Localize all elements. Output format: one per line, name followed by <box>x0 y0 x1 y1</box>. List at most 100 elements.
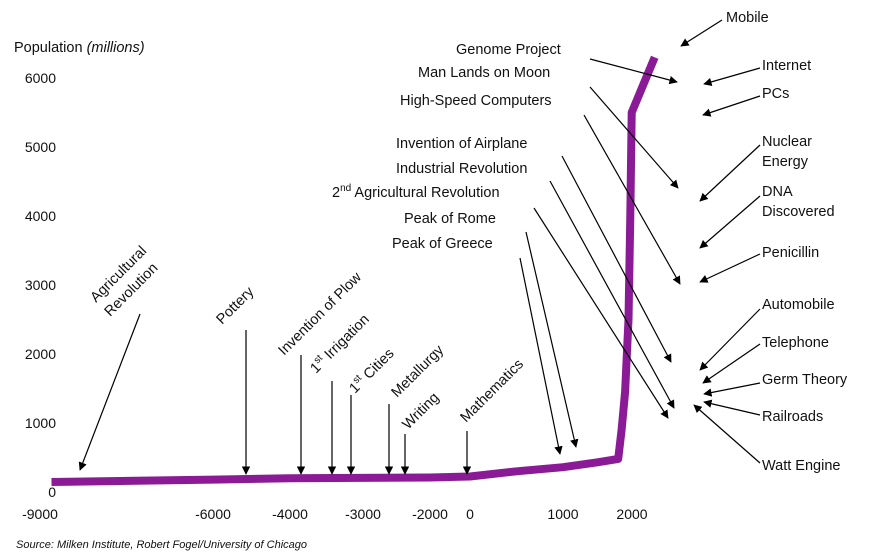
annotation-industrial-revolution: Industrial Revolution <box>396 161 527 177</box>
annotation-arrow <box>699 253 761 283</box>
annotation-label: Telephone <box>762 335 829 351</box>
annotation-label: Railroads <box>762 409 823 425</box>
annotation-label: Industrial Revolution <box>396 161 527 177</box>
annotation-peak-of-greece: Peak of Greece <box>392 236 493 252</box>
y-axis-label: Population <box>14 40 83 56</box>
y-tick-label: 4000 <box>25 208 56 224</box>
annotation-arrow <box>680 19 723 47</box>
annotation-germ-theory: Germ Theory <box>762 372 848 388</box>
y-axis-title: Population (millions) <box>14 40 145 56</box>
annotation-writing: Writing <box>400 390 443 433</box>
annotation-label: Man Lands on Moon <box>418 65 550 81</box>
annotation-label: DNA <box>762 184 793 200</box>
annotation-label: 2nd Agricultural Revolution <box>332 183 500 201</box>
ordinal-text: Cities <box>358 346 398 386</box>
source-note: Source: Milken Institute, Robert Fogel/U… <box>16 539 307 551</box>
x-tick-label: -3000 <box>345 506 381 522</box>
annotation-label: Peak of Rome <box>404 211 496 227</box>
ordinal-text: Irrigation <box>319 312 373 366</box>
annotation-arrow <box>519 257 563 455</box>
annotation-man-lands-on-moon: Man Lands on Moon <box>418 65 550 81</box>
annotation-arrow <box>533 207 669 419</box>
annotation-telephone: Telephone <box>762 335 829 351</box>
annotation-internet: Internet <box>762 58 811 74</box>
annotation-metallurgy: Metallurgy <box>389 342 448 401</box>
annotation-watt-engine: Watt Engine <box>762 458 840 474</box>
annotation-arrow <box>525 231 579 448</box>
annotation-label: Writing <box>400 390 443 433</box>
annotation-label: Pottery <box>214 284 258 328</box>
annotation-label: Mobile <box>726 10 769 26</box>
annotation-label: Energy <box>762 154 809 170</box>
annotation-arrow <box>78 313 141 471</box>
annotation-label: High-Speed Computers <box>400 93 552 109</box>
annotation-arrow <box>549 180 675 409</box>
annotation-arrow <box>703 382 761 397</box>
y-tick-label: 0 <box>48 484 56 500</box>
annotation-label: Genome Project <box>456 42 561 58</box>
annotation-label: PCs <box>762 86 789 102</box>
annotation-dna-discovered: DNA Discovered <box>762 184 835 220</box>
annotation-penicillin: Penicillin <box>762 245 819 261</box>
y-tick-label: 6000 <box>25 70 56 86</box>
annotation-label: Mathematics <box>458 356 527 425</box>
annotation-arrow <box>589 58 678 85</box>
annotation-2nd-agricultural-revolution: 2nd Agricultural Revolution <box>332 183 500 201</box>
annotation-label: Invention of Plow <box>276 269 366 359</box>
annotation-automobile: Automobile <box>762 297 835 313</box>
annotation-arrow <box>699 195 761 249</box>
annotation-label: Metallurgy <box>389 342 448 401</box>
annotation-arrow <box>702 343 761 384</box>
annotation-peak-of-rome: Peak of Rome <box>404 211 496 227</box>
ordinal-number: 2 <box>332 185 340 201</box>
x-tick-label: -4000 <box>272 506 308 522</box>
annotation-high-speed-computers: High-Speed Computers <box>400 93 552 109</box>
x-axis-ticks: -9000 -6000 -4000 -3000 -2000 0 1000 2000 <box>22 506 648 522</box>
annotation-label: Watt Engine <box>762 458 840 474</box>
annotation-arrow <box>702 95 761 117</box>
annotation-mathematics: Mathematics <box>458 356 527 425</box>
annotation-label: Invention of Airplane <box>396 136 527 152</box>
annotation-railroads: Railroads <box>762 409 823 425</box>
x-tick-label: 0 <box>466 506 474 522</box>
annotation-arrow <box>699 144 761 202</box>
annotation-label: Germ Theory <box>762 372 848 388</box>
y-axis-ticks: 0 1000 2000 3000 4000 5000 6000 <box>25 70 56 500</box>
annotation-mobile: Mobile <box>726 10 769 26</box>
y-axis-unit: (millions) <box>87 40 145 56</box>
ordinal-suffix: nd <box>340 183 351 194</box>
y-tick-label: 5000 <box>25 139 56 155</box>
annotation-label: Penicillin <box>762 245 819 261</box>
population-line <box>51 55 659 486</box>
annotation-arrow <box>703 67 761 86</box>
annotation-pcs: PCs <box>762 86 789 102</box>
annotation-arrow <box>583 114 681 285</box>
annotation-arrow <box>699 308 761 371</box>
x-tick-label: 1000 <box>547 506 578 522</box>
annotation-label: Peak of Greece <box>392 236 493 252</box>
annotation-arrows <box>78 19 761 475</box>
annotation-label: Automobile <box>762 297 835 313</box>
annotation-genome-project: Genome Project <box>456 42 561 58</box>
annotation-pottery: Pottery <box>214 284 258 328</box>
annotation-arrow <box>693 404 761 464</box>
annotation-invention-of-airplane: Invention of Airplane <box>396 136 527 152</box>
annotation-nuclear-energy: Nuclear Energy <box>762 134 812 170</box>
y-tick-label: 1000 <box>25 415 56 431</box>
x-tick-label: -9000 <box>22 506 58 522</box>
annotation-arrow <box>561 155 672 363</box>
y-tick-label: 2000 <box>25 346 56 362</box>
x-tick-label: -2000 <box>412 506 448 522</box>
y-tick-label: 3000 <box>25 277 56 293</box>
annotation-label: Nuclear <box>762 134 812 150</box>
annotation-invention-of-plow: Invention of Plow <box>276 269 366 359</box>
annotation-label: Internet <box>762 58 811 74</box>
annotation-arrow <box>703 399 761 416</box>
annotation-label: Discovered <box>762 204 835 220</box>
annotation-arrow <box>589 86 679 189</box>
ordinal-text: Agricultural Revolution <box>351 185 499 201</box>
x-tick-label: -6000 <box>195 506 231 522</box>
